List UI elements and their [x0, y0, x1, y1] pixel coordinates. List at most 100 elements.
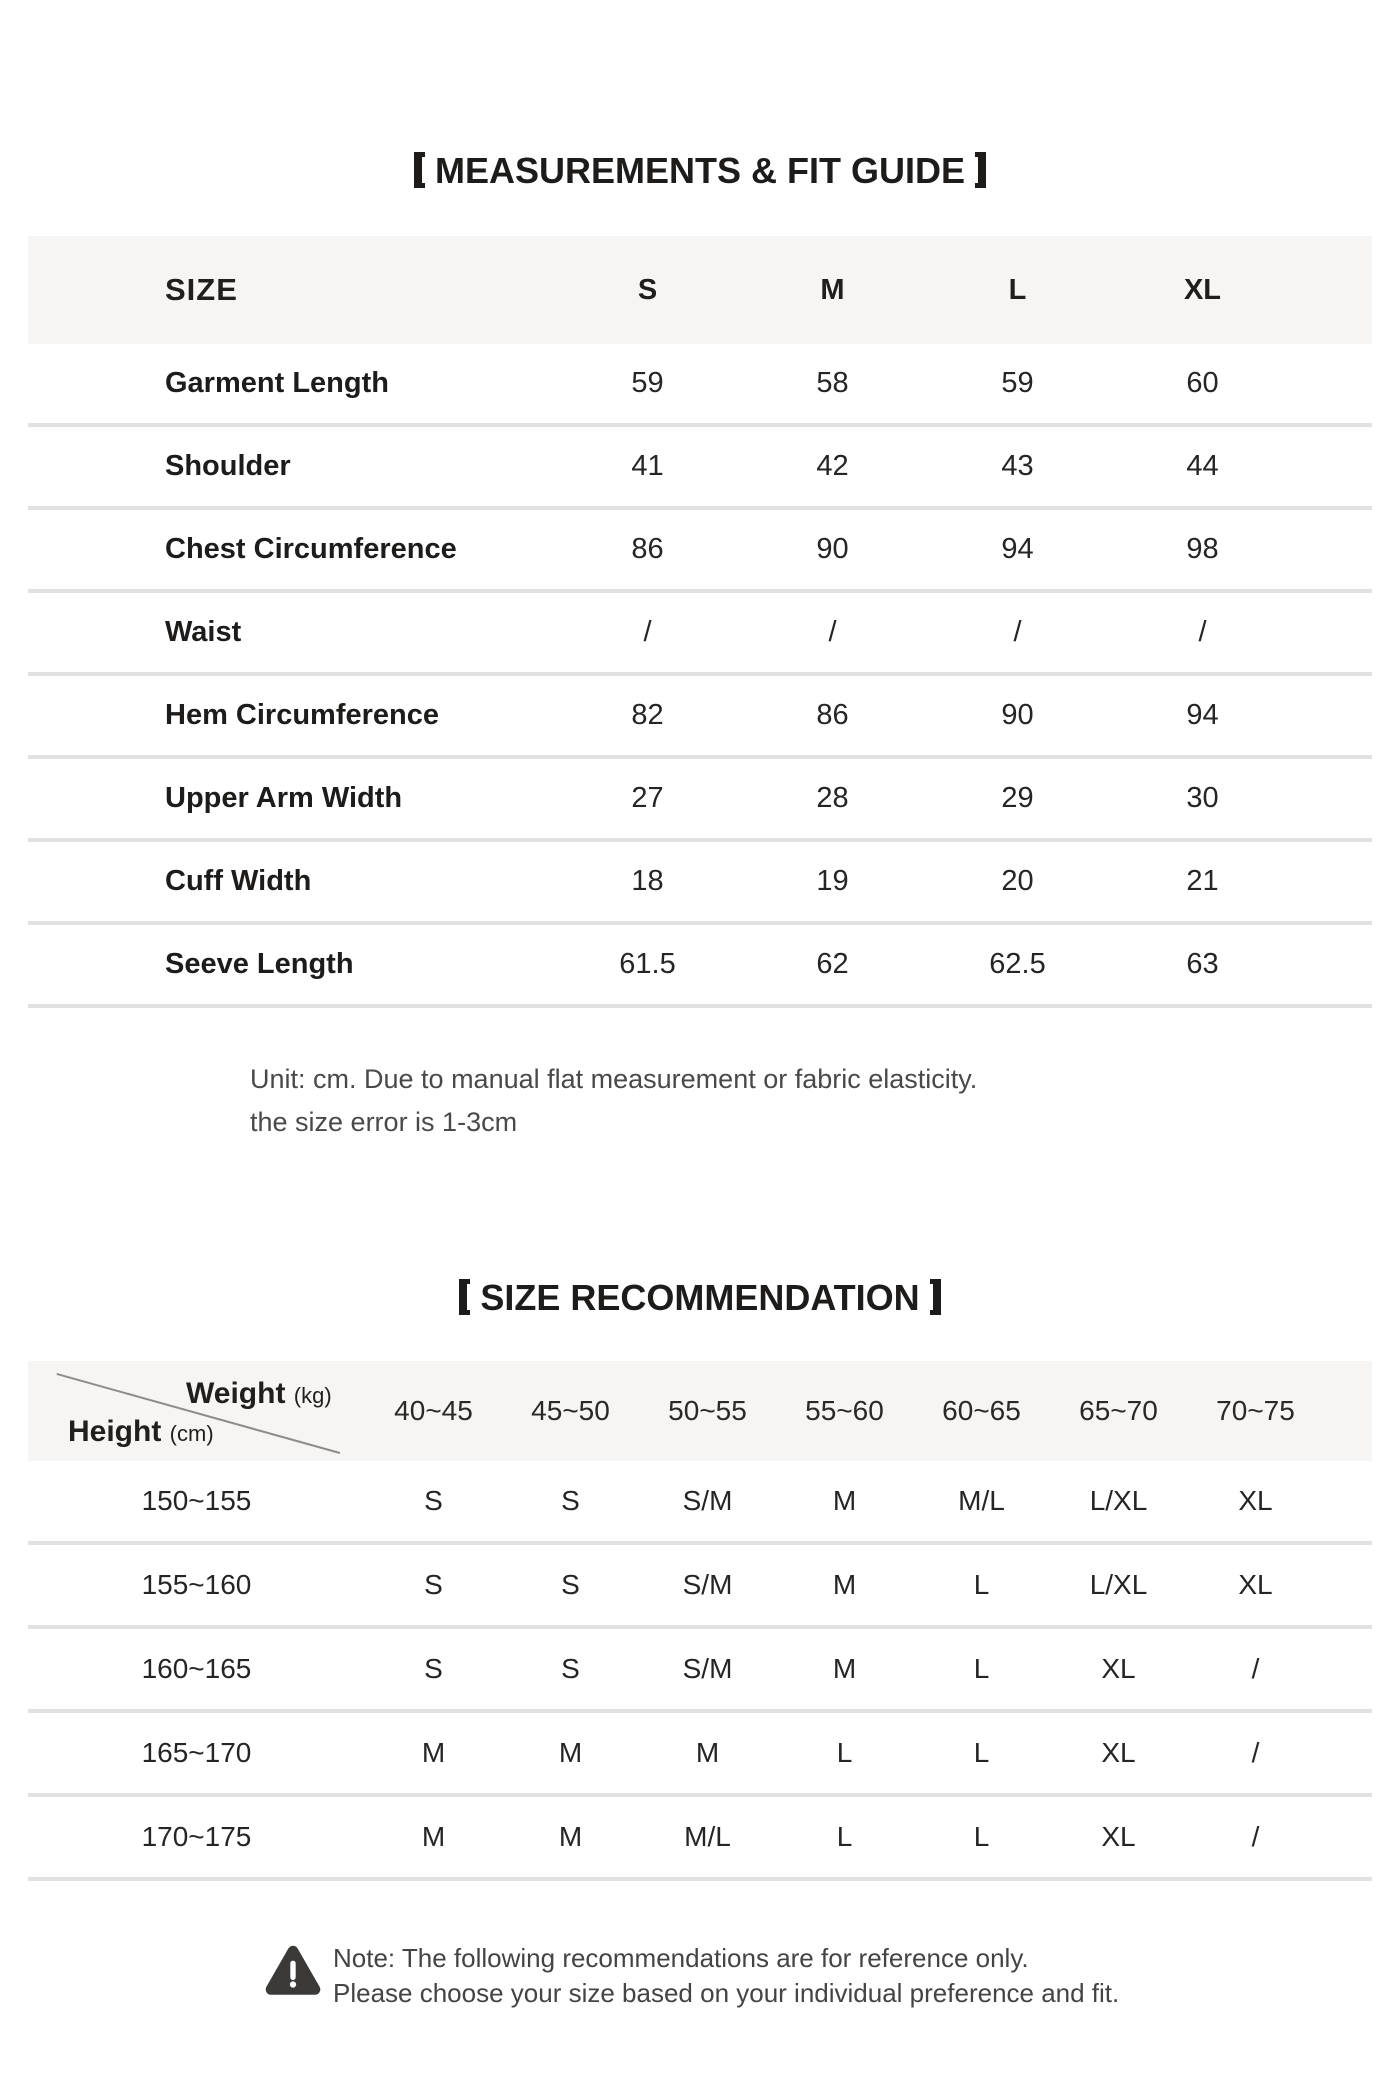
measurement-row-label: Hem Circumference — [165, 699, 439, 731]
measurement-value: 19 — [816, 865, 849, 897]
measurement-row-label: Upper Arm Width — [165, 782, 403, 814]
recommended-size: XL — [1101, 1653, 1136, 1684]
height-range-label: 165~170 — [141, 1737, 252, 1768]
size-header-label: SIZE — [165, 272, 238, 307]
measurement-value: 60 — [1186, 367, 1219, 399]
cjk-bracket-right-icon — [975, 152, 986, 189]
height-range-label: 150~155 — [141, 1485, 252, 1516]
measurement-value: 42 — [816, 450, 849, 482]
size-column-xl: XL — [1183, 273, 1222, 306]
recommendation-row: 155~160 S S S/M M L L/XL XL — [28, 1545, 1372, 1629]
recommended-size: / — [1251, 1737, 1260, 1768]
measurement-value: 59 — [1001, 367, 1034, 399]
measurement-row-label: Cuff Width — [165, 865, 312, 897]
recommendation-table-body: 150~155 S S S/M M M/L L/XL XL 155~160 S S S/M M L L/XL… — [28, 1461, 1372, 1881]
measurement-row: Seeve Length 61.5 62 62.5 63 — [28, 925, 1372, 1008]
measurement-row-label: Seeve Length — [165, 948, 354, 980]
recommended-size: S/M — [682, 1653, 733, 1684]
measurement-row-label: Shoulder — [165, 450, 291, 482]
measurement-value: 27 — [631, 782, 664, 814]
recommended-size: M — [832, 1653, 857, 1684]
measurements-table-header: SIZE S M L XL — [28, 236, 1372, 344]
size-column-s: S — [637, 273, 658, 306]
weight-header: Weight (kg) — [186, 1377, 332, 1411]
weight-column: 60~65 — [942, 1395, 1021, 1426]
weight-label: Weight — [186, 1377, 286, 1410]
measurement-value: 30 — [1186, 782, 1219, 814]
height-range-label: 155~160 — [141, 1569, 252, 1600]
measurements-table: SIZE S M L XL Garment Length 59 58 59 60 Shou… — [28, 236, 1372, 1008]
measurement-value: 43 — [1001, 450, 1034, 482]
measurement-value: 18 — [631, 865, 664, 897]
cjk-bracket-left-icon — [413, 152, 425, 189]
measurement-value: / — [643, 616, 652, 648]
measurement-value: 59 — [631, 367, 664, 399]
recommendation-title: SIZE RECOMMENDATION — [0, 1276, 1400, 1320]
recommended-size: M — [695, 1737, 720, 1768]
recommended-size: M — [421, 1737, 446, 1768]
recommended-size: L — [973, 1737, 990, 1768]
recommendation-row: 165~170 M M M L L XL / — [28, 1713, 1372, 1797]
height-unit: (cm) — [169, 1421, 214, 1446]
reference-note: Note: The following recommendations are … — [265, 1941, 1119, 2011]
weight-column: 65~70 — [1079, 1395, 1158, 1426]
measurement-value: / — [1198, 616, 1207, 648]
recommended-size: / — [1251, 1821, 1260, 1852]
measurement-value: 86 — [816, 699, 849, 731]
measurement-value: / — [1013, 616, 1022, 648]
measurement-row: Waist / / / / — [28, 593, 1372, 676]
unit-note-line1: Unit: cm. Due to manual flat measurement… — [250, 1064, 978, 1094]
weight-column: 50~55 — [668, 1395, 747, 1426]
weight-column: 70~75 — [1216, 1395, 1295, 1426]
recommendation-row: 170~175 M M M/L L L XL / — [28, 1797, 1372, 1881]
recommended-size: XL — [1238, 1485, 1273, 1516]
warning-icon — [265, 1945, 321, 1995]
cjk-bracket-right-icon — [929, 1279, 941, 1316]
measurement-value: 94 — [1186, 699, 1219, 731]
measurement-value: 44 — [1186, 450, 1219, 482]
recommended-size: S — [424, 1653, 443, 1684]
recommended-size: XL — [1101, 1737, 1136, 1768]
measurement-value: 90 — [816, 533, 849, 565]
measurement-row-label: Chest Circumference — [165, 533, 457, 565]
recommended-size: / — [1251, 1653, 1260, 1684]
measurement-row-label: Garment Length — [165, 367, 389, 399]
measurement-value: 61.5 — [619, 948, 676, 980]
weight-column: 45~50 — [531, 1395, 610, 1426]
reference-note-line1: Note: The following recommendations are … — [333, 1943, 1029, 1973]
measurement-row: Shoulder 41 42 43 44 — [28, 427, 1372, 510]
recommended-size: S/M — [682, 1569, 733, 1600]
height-header: Height (cm) — [68, 1415, 214, 1449]
measurement-value: 82 — [631, 699, 664, 731]
recommended-size: L/XL — [1089, 1569, 1148, 1600]
measurement-value: / — [828, 616, 837, 648]
measurements-table-body: Garment Length 59 58 59 60 Shoulder 41 42 43 44 Ch… — [28, 344, 1372, 1008]
weight-column: 40~45 — [394, 1395, 473, 1426]
reference-note-line2: Please choose your size based on your in… — [333, 1978, 1120, 2008]
recommended-size: M — [558, 1821, 583, 1852]
recommended-size: M/L — [958, 1485, 1005, 1516]
weight-unit: (kg) — [293, 1383, 332, 1408]
measurement-value: 29 — [1001, 782, 1034, 814]
recommended-size: M — [832, 1569, 857, 1600]
recommended-size: L — [973, 1821, 990, 1852]
height-range-label: 160~165 — [141, 1653, 252, 1684]
recommended-size: L — [973, 1569, 990, 1600]
measurement-value: 20 — [1001, 865, 1034, 897]
recommended-size: S — [424, 1485, 443, 1516]
recommended-size: S — [424, 1569, 443, 1600]
recommendation-row: 150~155 S S S/M M M/L L/XL XL — [28, 1461, 1372, 1545]
measurement-value: 62.5 — [989, 948, 1046, 980]
measurement-value: 90 — [1001, 699, 1034, 731]
weight-column: 55~60 — [805, 1395, 884, 1426]
measurement-value: 94 — [1001, 533, 1034, 565]
recommended-size: S/M — [682, 1485, 733, 1516]
recommended-size: L — [973, 1653, 990, 1684]
recommendation-row: 160~165 S S S/M M L XL / — [28, 1629, 1372, 1713]
unit-note: Unit: cm. Due to manual flat measurement… — [250, 1058, 977, 1144]
recommendation-title-text: SIZE RECOMMENDATION — [480, 1277, 920, 1318]
measurement-value: 21 — [1186, 865, 1219, 897]
recommendation-table-header: Weight (kg) Height (cm) 40~45 45~50 50~5… — [28, 1361, 1372, 1461]
measurement-value: 41 — [631, 450, 664, 482]
